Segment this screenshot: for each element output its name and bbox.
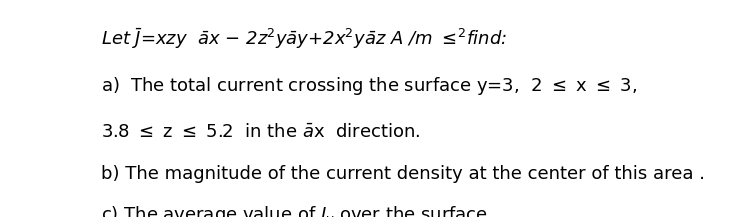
Text: c) The average value of $J_y$ over the surface.: c) The average value of $J_y$ over the s… (101, 205, 493, 217)
Text: b) The magnitude of the current density at the center of this area .: b) The magnitude of the current density … (101, 165, 705, 183)
Text: a)  The total current crossing the surface y=3,  2 $\leq$ x $\leq$ 3,: a) The total current crossing the surfac… (101, 75, 638, 97)
Text: 3.8 $\leq$ z $\leq$ 5.2  in the $\bar{a}$x  direction.: 3.8 $\leq$ z $\leq$ 5.2 in the $\bar{a}$… (101, 123, 421, 141)
Text: Let $\bar{J}$=xzy  $\bar{a}$x $-$ 2z$^2$y$\bar{a}$y+2x$^2$y$\bar{a}$z A /m $\leq: Let $\bar{J}$=xzy $\bar{a}$x $-$ 2z$^2$y… (101, 26, 508, 51)
